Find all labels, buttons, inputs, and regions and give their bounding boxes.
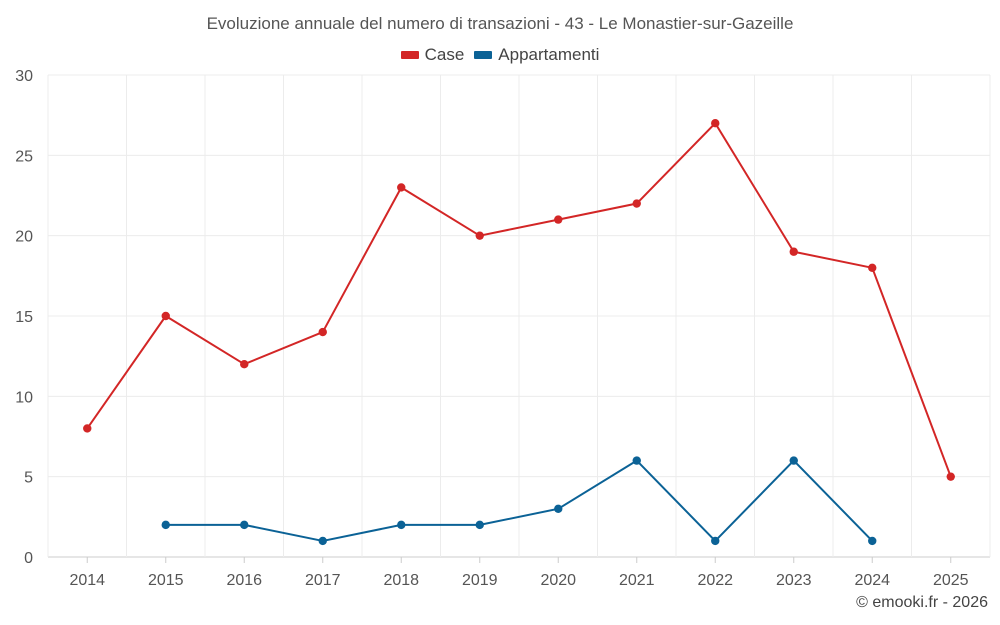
y-tick-label: 0 [24,550,33,567]
legend-swatch-appartamenti [474,51,493,59]
data-point-case [475,231,484,240]
data-point-appartamenti [789,456,798,465]
data-point-case [318,327,327,337]
data-point-appartamenti [161,520,170,530]
x-tick-label: 2017 [305,572,341,589]
chart-title: Evoluzione annuale del numero di transaz… [206,14,794,33]
data-point-appartamenti [318,536,327,546]
y-tick-label: 10 [15,389,33,406]
data-point-appartamenti [475,520,484,530]
data-point-case [711,119,720,128]
legend-label-case: Case [424,45,465,64]
series-line-case [86,122,952,478]
x-tick-label: 2023 [776,572,812,589]
data-point-appartamenti [632,456,641,465]
x-tick-label: 2024 [854,572,890,589]
x-tick-label: 2014 [69,572,105,589]
data-point-case [240,360,249,369]
x-tick-label: 2020 [540,572,576,589]
data-point-appartamenti [554,504,563,513]
series-line-appartamenti [165,459,873,542]
data-point-case [83,424,92,433]
x-tick-label: 2015 [148,572,184,589]
data-point-case [397,183,406,192]
legend-swatch-case [400,51,419,59]
data-point-appartamenti [868,536,877,546]
y-tick-label: 20 [15,229,33,246]
y-tick-label: 15 [15,309,33,326]
x-tick-label: 2025 [933,572,969,589]
data-point-appartamenti [397,520,406,530]
data-point-case [946,472,955,481]
x-tick-label: 2021 [619,572,655,589]
data-point-case [554,215,563,224]
legend: Case Appartamenti [0,45,1000,65]
data-point-case [161,311,170,321]
x-tick-label: 2016 [226,572,262,589]
data-point-appartamenti [711,536,720,546]
data-point-appartamenti [240,520,249,530]
y-tick-label: 5 [24,470,33,487]
y-tick-label: 30 [15,68,33,85]
legend-label-appartamenti: Appartamenti [498,45,600,64]
x-tick-label: 2019 [462,572,498,589]
credit-text: © emooki.fr - 2026 [856,594,988,611]
data-point-case [868,263,877,272]
x-tick-label: 2022 [697,572,733,589]
legend-item-appartamenti[interactable]: Appartamenti [474,45,599,65]
x-tick-label: 2018 [383,572,419,589]
data-point-case [789,247,798,256]
y-tick-label: 25 [15,148,33,165]
legend-item-case[interactable]: Case [400,45,465,65]
data-point-case [632,199,641,208]
